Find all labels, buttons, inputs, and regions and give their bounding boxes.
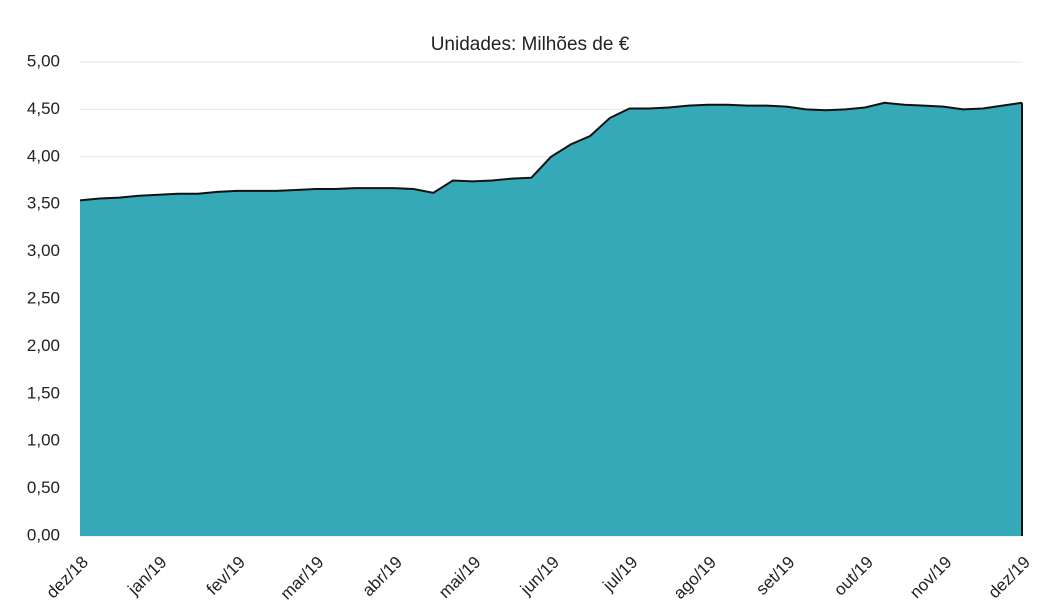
x-tick-label: out/19 [830, 553, 877, 600]
y-tick-label: 2,50 [27, 288, 60, 307]
y-tick-label: 2,00 [27, 336, 60, 355]
x-tick-label: nov/19 [906, 553, 956, 603]
x-tick-label: abr/19 [358, 553, 406, 601]
x-tick-label: jan/19 [124, 553, 171, 600]
x-tick-label: mar/19 [277, 553, 328, 604]
chart-title: Unidades: Milhões de € [431, 34, 630, 55]
y-tick-label: 3,50 [27, 194, 60, 213]
y-tick-label: 3,00 [27, 241, 60, 260]
x-tick-label: set/19 [752, 553, 798, 599]
x-tick-label: mai/19 [435, 553, 485, 603]
y-tick-label: 0,50 [27, 478, 60, 497]
y-tick-label: 0,00 [27, 525, 60, 544]
x-tick-label: jul/19 [599, 553, 642, 596]
y-tick-label: 4,50 [27, 99, 60, 118]
y-tick-label: 1,50 [27, 383, 60, 402]
y-tick-label: 1,00 [27, 431, 60, 450]
x-tick-label: dez/19 [984, 553, 1034, 603]
y-tick-label: 5,00 [27, 51, 60, 70]
x-tick-label: fev/19 [203, 553, 249, 599]
x-tick-label: ago/19 [670, 553, 720, 603]
y-tick-label: 4,00 [27, 146, 60, 165]
area-line [79, 101, 1023, 202]
area-fill [80, 102, 1022, 537]
x-tick-label: jun/19 [516, 553, 563, 600]
x-tick-label: dez/18 [42, 553, 92, 603]
